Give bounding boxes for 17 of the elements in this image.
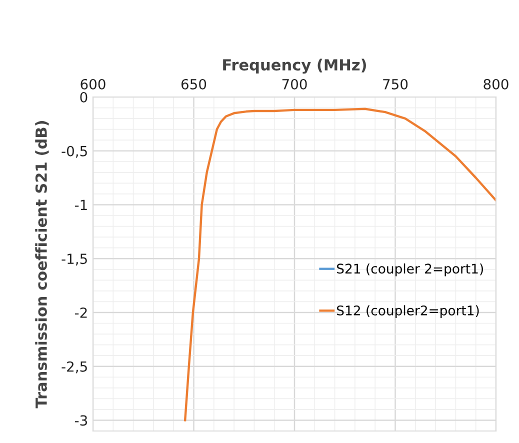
legend-label: S12 (coupler2=port1) xyxy=(336,305,479,318)
x-tick-label: 600 xyxy=(80,78,106,90)
y-tick-label: -2,5 xyxy=(62,361,87,374)
legend-label: S21 (coupler 2=port1) xyxy=(336,263,483,276)
y-tick-label: -2 xyxy=(74,307,87,318)
x-tick-label: 750 xyxy=(383,78,408,90)
y-tick-label: -0,5 xyxy=(62,146,87,158)
x-axis-title: Frequency (MHz) xyxy=(223,58,366,74)
x-tick-label: 650 xyxy=(181,78,206,90)
y-tick-label: -1,5 xyxy=(62,254,87,266)
y-tick-label: -3 xyxy=(74,415,88,426)
y-axis-title: Transmission coefficient S21 (dB) xyxy=(35,121,49,408)
line-series xyxy=(184,108,496,422)
x-tick-label: 800 xyxy=(484,78,508,90)
x-tick-label: 700 xyxy=(282,78,307,90)
y-tick-label: -1 xyxy=(74,200,87,210)
y-tick-label: 0 xyxy=(80,92,88,102)
